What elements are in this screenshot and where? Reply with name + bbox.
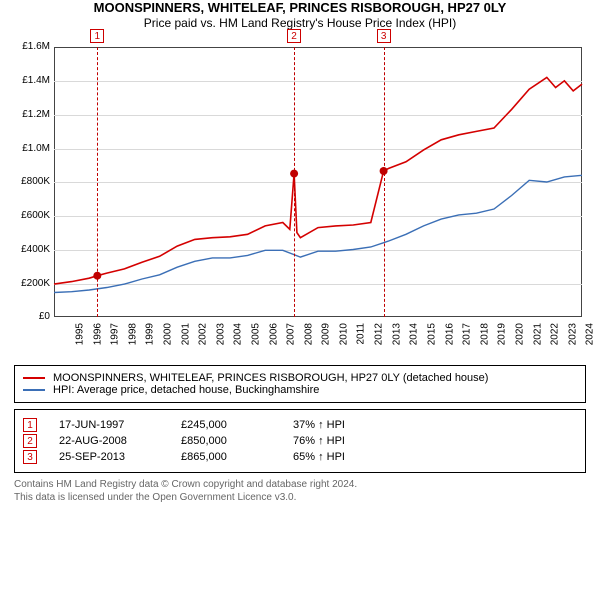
- sale-delta: 65% ↑ HPI: [293, 451, 345, 463]
- footer-line: This data is licensed under the Open Gov…: [14, 492, 586, 505]
- chart-area: £0£200K£400K£600K£800K£1.0M£1.2M£1.4M£1.…: [10, 39, 590, 359]
- legend-label: HPI: Average price, detached house, Buck…: [53, 384, 319, 396]
- sale-date: 17-JUN-1997: [59, 419, 159, 431]
- sale-price: £245,000: [181, 419, 271, 431]
- legend-swatch: [23, 389, 45, 391]
- legend-label: MOONSPINNERS, WHITELEAF, PRINCES RISBORO…: [53, 372, 488, 384]
- chart-title: MOONSPINNERS, WHITELEAF, PRINCES RISBORO…: [0, 0, 600, 16]
- sale-date: 25-SEP-2013: [59, 451, 159, 463]
- sale-marker-box: 2: [287, 29, 301, 43]
- sale-marker-icon: 1: [23, 418, 37, 432]
- sale-price: £865,000: [181, 451, 271, 463]
- footer-attribution: Contains HM Land Registry data © Crown c…: [14, 479, 586, 504]
- series-price_paid: [54, 78, 582, 285]
- legend-item: MOONSPINNERS, WHITELEAF, PRINCES RISBORO…: [23, 372, 577, 384]
- legend-item: HPI: Average price, detached house, Buck…: [23, 384, 577, 396]
- sale-delta: 76% ↑ HPI: [293, 435, 345, 447]
- series-hpi: [54, 176, 582, 293]
- sale-marker-line: [294, 47, 295, 317]
- table-row: 1 17-JUN-1997 £245,000 37% ↑ HPI: [23, 418, 577, 432]
- table-row: 2 22-AUG-2008 £850,000 76% ↑ HPI: [23, 434, 577, 448]
- sale-marker-icon: 2: [23, 434, 37, 448]
- page: { "title": "MOONSPINNERS, WHITELEAF, PRI…: [0, 0, 600, 590]
- legend-swatch: [23, 377, 45, 379]
- sale-marker-line: [97, 47, 98, 317]
- table-row: 3 25-SEP-2013 £865,000 65% ↑ HPI: [23, 450, 577, 464]
- footer-line: Contains HM Land Registry data © Crown c…: [14, 479, 586, 492]
- sale-price: £850,000: [181, 435, 271, 447]
- sales-table: 1 17-JUN-1997 £245,000 37% ↑ HPI 2 22-AU…: [14, 409, 586, 473]
- sale-marker-line: [384, 47, 385, 317]
- sale-marker-icon: 3: [23, 450, 37, 464]
- sale-delta: 37% ↑ HPI: [293, 419, 345, 431]
- sale-marker-box: 3: [377, 29, 391, 43]
- sale-date: 22-AUG-2008: [59, 435, 159, 447]
- sale-marker-box: 1: [90, 29, 104, 43]
- legend-box: MOONSPINNERS, WHITELEAF, PRINCES RISBORO…: [14, 365, 586, 403]
